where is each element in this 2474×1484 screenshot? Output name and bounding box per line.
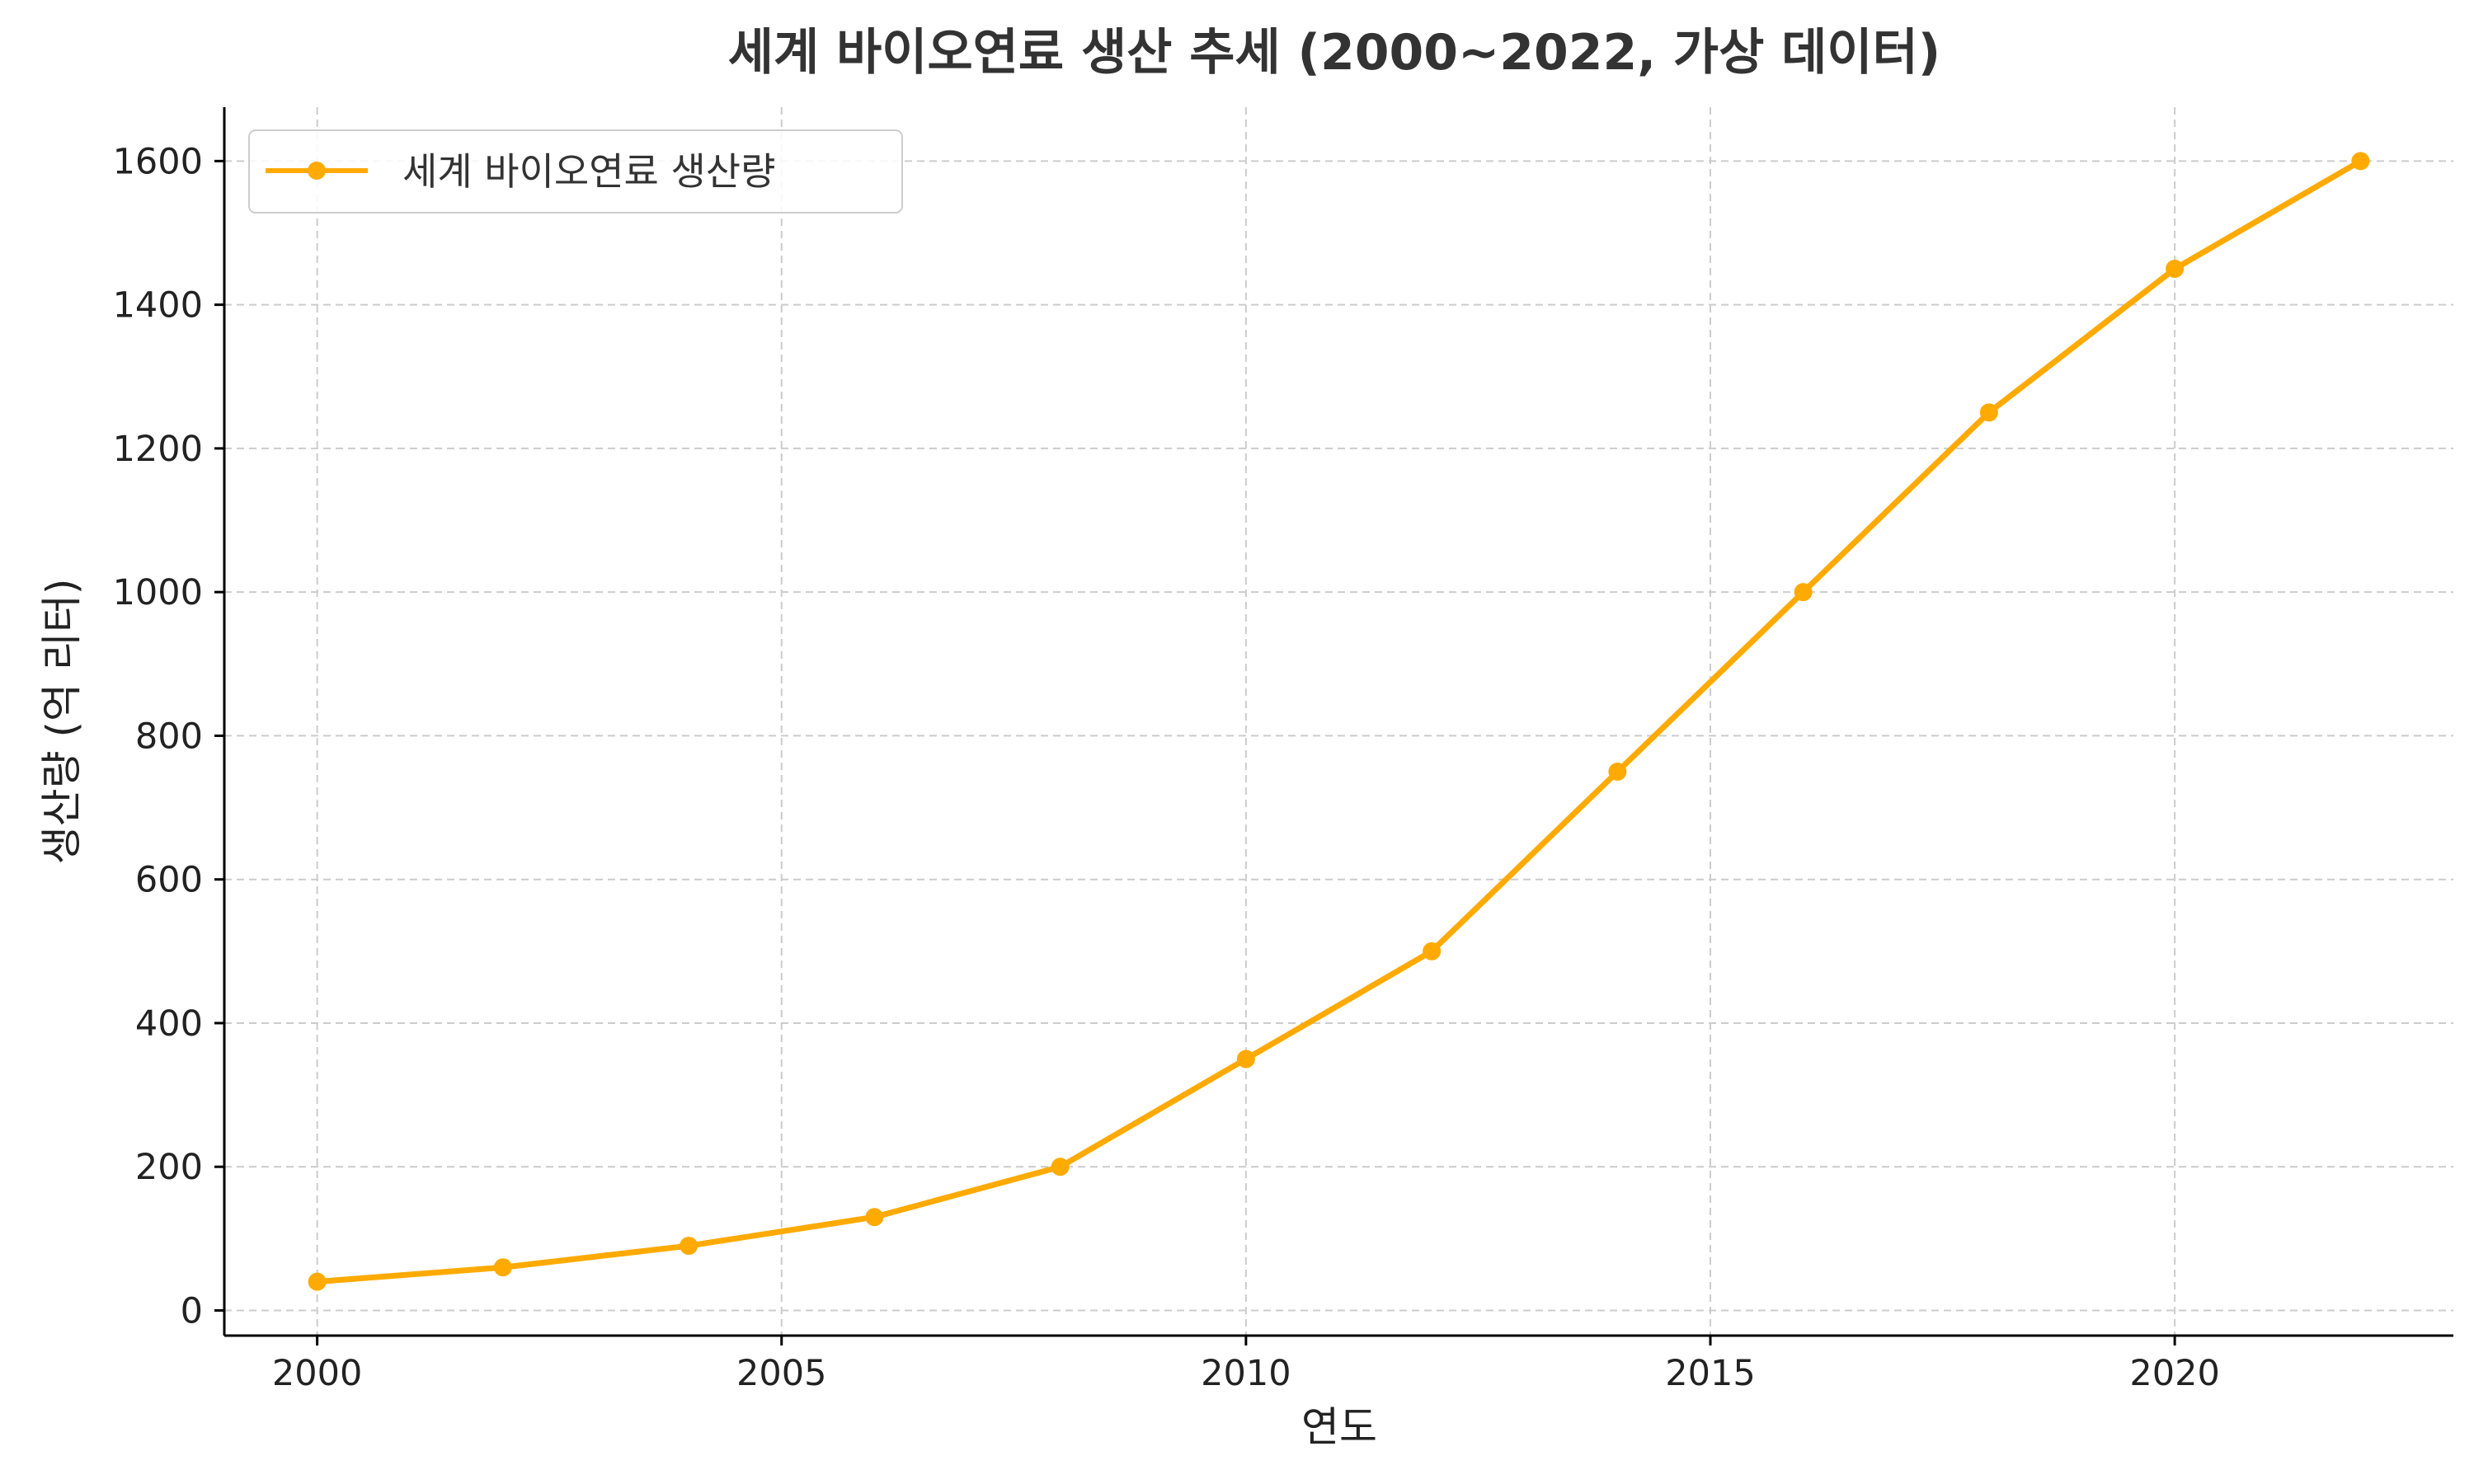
y-tick-label: 1400 <box>113 285 203 326</box>
y-tick-label: 800 <box>135 716 203 757</box>
x-tick-label: 2020 <box>2129 1353 2219 1394</box>
x-tick-label: 2000 <box>272 1353 362 1394</box>
data-point <box>1051 1158 1070 1176</box>
data-point <box>1423 942 1442 960</box>
data-point <box>1979 403 1998 422</box>
legend-box <box>248 129 903 214</box>
y-tick-label: 0 <box>181 1291 203 1332</box>
legend: 세계 바이오연료 생산량 <box>248 129 903 214</box>
y-tick-label: 200 <box>135 1147 203 1188</box>
data-point <box>2351 152 2370 171</box>
y-tick-label: 1600 <box>113 141 203 182</box>
legend-label: 세계 바이오연료 생산량 <box>402 149 775 194</box>
x-axis-label: 연도 <box>1301 1403 1377 1451</box>
data-point <box>1794 583 1813 602</box>
x-tick-label: 2015 <box>1665 1353 1755 1394</box>
data-point <box>865 1208 884 1227</box>
x-ticks: 2000 2005 2010 2015 2020 <box>272 1336 2220 1394</box>
y-tick-label: 1200 <box>113 429 203 470</box>
x-tick-label: 2010 <box>1201 1353 1291 1394</box>
data-point <box>493 1258 512 1277</box>
data-point <box>2166 260 2185 279</box>
data-point <box>1608 762 1627 781</box>
y-tick-label: 1000 <box>113 572 203 613</box>
legend-swatch-marker <box>308 162 326 180</box>
data-point <box>680 1237 698 1256</box>
axes <box>223 107 2453 1337</box>
data-point <box>1236 1050 1255 1068</box>
chart-title: 세계 바이오연료 생산 추세 (2000~2022, 가상 데이터) <box>728 24 1940 82</box>
y-axis-label: 생산량 (억 리터) <box>38 579 86 865</box>
data-point <box>308 1272 327 1291</box>
y-tick-label: 600 <box>135 860 203 901</box>
y-ticks: 0 200 400 600 800 1000 1200 1400 1600 <box>113 141 224 1332</box>
x-tick-label: 2005 <box>736 1353 826 1394</box>
y-tick-label: 400 <box>135 1003 203 1045</box>
series-line <box>314 157 2363 1285</box>
series <box>308 152 2370 1291</box>
